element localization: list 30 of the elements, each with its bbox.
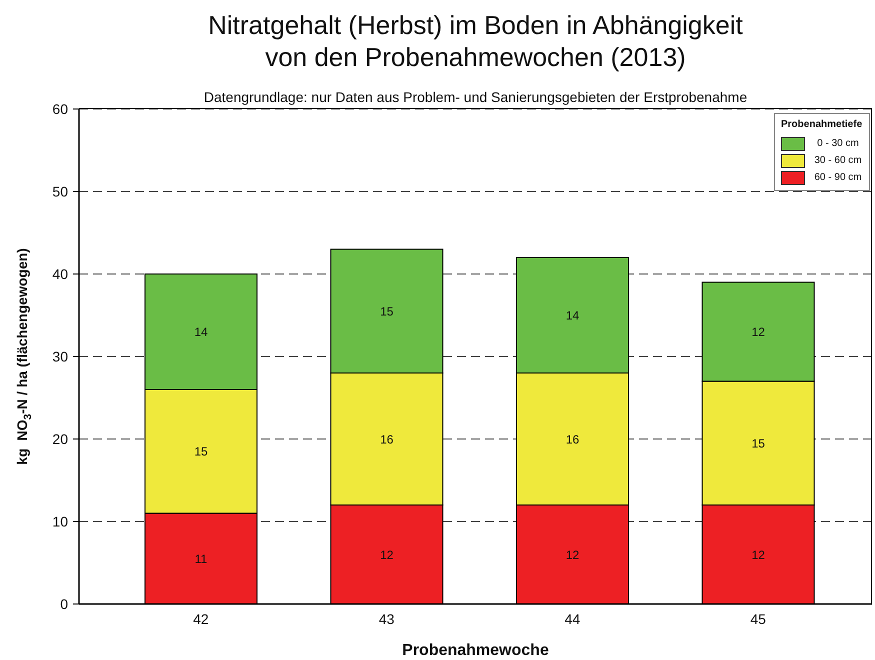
data-label: 12 [752, 548, 766, 562]
y-tick-label: 0 [60, 596, 68, 612]
data-label: 12 [752, 325, 766, 340]
legend-label: 30 - 60 cm [813, 155, 863, 166]
chart-title: Nitratgehalt (Herbst) im Boden in Abhängigkeit von den Probenahmewochen (2013) [207, 9, 744, 73]
data-label: 12 [566, 548, 580, 562]
y-tick-label: 50 [52, 183, 68, 200]
data-label: 11 [194, 552, 208, 566]
y-tick-label: 60 [52, 100, 68, 117]
x-tick-label: 45 [750, 610, 766, 627]
y-tick-label: 30 [52, 348, 68, 364]
legend-label: 60 - 90 cm [813, 172, 863, 183]
data-label: 14 [566, 308, 580, 323]
data-label: 16 [380, 432, 394, 446]
x-axis-title: Probenahmewoche [402, 642, 549, 659]
y-tick-label: 40 [52, 266, 68, 282]
data-label: 12 [380, 548, 394, 562]
y-tick-label: 10 [52, 513, 68, 530]
legend-title: Probenahmetiefe [781, 119, 864, 130]
data-label: 15 [194, 444, 208, 459]
x-tick-label: 44 [564, 610, 580, 627]
data-label: 15 [380, 304, 394, 318]
x-tick-label: 42 [193, 610, 209, 627]
data-label: 15 [752, 436, 766, 450]
data-label: 14 [194, 325, 208, 340]
data-label: 16 [566, 432, 580, 446]
chart-subtitle: Datengrundlage: nur Daten aus Problem- und Sanierungsgebieten der Erstprobenahme [202, 88, 748, 106]
y-tick-label: 20 [52, 430, 68, 447]
x-tick-label: 43 [378, 610, 395, 627]
legend-label: 0 - 30 cm [816, 138, 860, 149]
